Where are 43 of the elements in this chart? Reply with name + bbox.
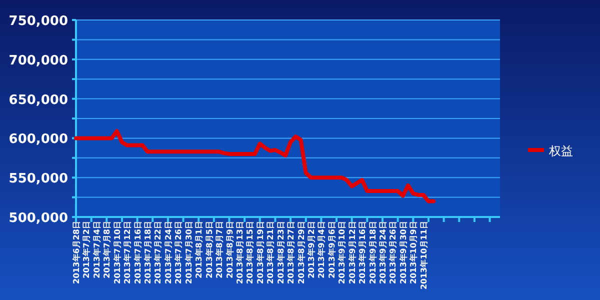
x-tick-label: 2013年8月1日 <box>194 221 204 278</box>
x-tick-label: 2013年9月26日 <box>388 221 398 284</box>
x-tick-label: 2013年8月21日 <box>266 221 276 284</box>
y-tick-label: 500,000 <box>8 211 68 226</box>
x-tick-label: 2013年7月4日 <box>92 221 102 278</box>
x-tick-label: 2013年7月8日 <box>102 221 112 278</box>
x-tick-label: 2013年9月10日 <box>338 221 347 284</box>
x-tick-label: 2013年7月26日 <box>174 221 184 284</box>
x-tick-label: 2013年8月23日 <box>276 221 286 284</box>
x-tick-label: 2013年8月29日 <box>296 221 306 284</box>
y-tick-label: 700,000 <box>8 53 68 68</box>
x-tick-label: 2013年8月27日 <box>286 221 296 284</box>
y-tick-label: 600,000 <box>8 132 68 148</box>
x-tick-label: 2013年7月2日 <box>82 221 92 278</box>
x-tick-label: 2013年8月13日 <box>235 221 244 284</box>
legend-label: 权益 <box>548 144 573 158</box>
x-tick-label: 2013年9月30日 <box>398 221 408 284</box>
x-tick-label: 2013年8月19日 <box>256 221 265 284</box>
y-tick-label: 550,000 <box>8 172 68 187</box>
x-tick-label: 2013年9月16日 <box>358 221 368 284</box>
x-tick-label: 2013年7月18日 <box>144 221 153 284</box>
x-tick-label: 2013年7月12日 <box>123 221 132 284</box>
x-tick-label: 2013年8月15日 <box>246 221 255 284</box>
x-tick-label: 2013年9月18日 <box>368 221 378 284</box>
line-series <box>74 129 436 204</box>
y-tick-label: 650,000 <box>8 92 68 108</box>
x-tick-label: 2013年9月24日 <box>378 221 388 284</box>
x-tick-label: 2013年6月28日 <box>72 221 81 284</box>
x-tick-label: 2013年8月7日 <box>215 221 224 278</box>
x-tick-label: 2013年9月6日 <box>327 221 336 278</box>
x-tick-label: 2013年7月30日 <box>184 221 194 284</box>
x-tick-label: 2013年10月9日 <box>409 221 418 284</box>
x-tick-label: 2013年7月24日 <box>164 221 173 284</box>
x-tick-label: 2013年10月11日 <box>419 221 428 290</box>
x-tick-label: 2013年7月22日 <box>154 221 163 284</box>
x-tick-label: 2013年8月9日 <box>225 221 234 278</box>
x-tick-label: 2013年7月10日 <box>112 221 122 284</box>
x-tick-label: 2013年7月16日 <box>133 221 142 284</box>
x-tick-label: 2013年9月2日 <box>306 221 316 278</box>
x-tick-label: 2013年9月12日 <box>348 221 357 284</box>
x-tick-label: 2013年9月4日 <box>317 221 326 278</box>
x-tick-label: 2013年8月5日 <box>204 221 214 278</box>
y-tick-label: 750,000 <box>8 14 68 29</box>
